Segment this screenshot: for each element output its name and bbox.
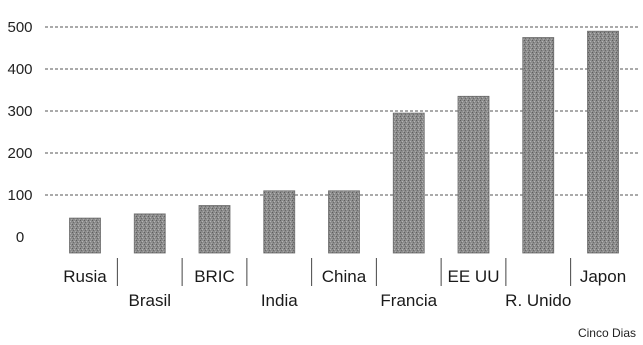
y-tick-label: 200 — [7, 145, 32, 162]
bar — [133, 213, 166, 254]
x-tick-label: EE UU — [448, 267, 500, 286]
x-axis: Rusia Brasil BRIC India China Francia EE UU R. … — [63, 258, 626, 310]
x-tick-label: Francia — [380, 291, 437, 310]
bar — [263, 190, 296, 254]
x-tick-label: Rusia — [63, 267, 107, 286]
x-tick-label: BRIC — [194, 267, 235, 286]
bar — [69, 217, 101, 254]
source-label: Cinco Dias — [578, 326, 636, 340]
y-tick-label: 300 — [7, 103, 32, 120]
y-tick-label: 100 — [7, 187, 32, 204]
x-tick-label: Brasil — [128, 291, 171, 310]
bar — [522, 37, 555, 254]
y-tick-label: 500 — [7, 19, 32, 36]
bar — [457, 95, 490, 254]
x-tick-label: China — [322, 267, 367, 286]
bar — [328, 190, 360, 254]
bar — [392, 112, 425, 254]
bars — [69, 30, 619, 254]
bar — [198, 205, 231, 254]
x-tick-label: Japon — [580, 267, 626, 286]
y-tick-label: 0 — [16, 229, 24, 246]
y-tick-label: 400 — [7, 61, 32, 78]
x-tick-label: India — [261, 291, 298, 310]
bar — [587, 30, 619, 254]
y-axis: 0 100 200 300 400 500 — [7, 19, 32, 246]
x-tick-label: R. Unido — [505, 291, 571, 310]
